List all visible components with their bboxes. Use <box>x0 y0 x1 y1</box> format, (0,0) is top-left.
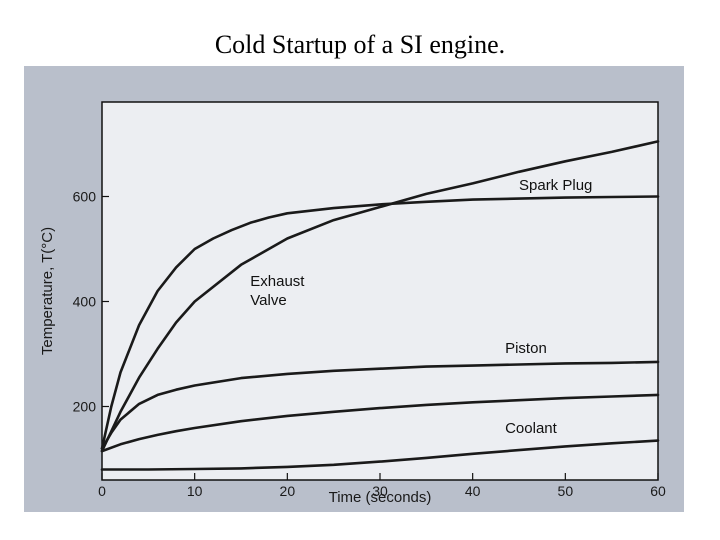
x-tick-label: 60 <box>650 483 666 499</box>
series-line-coolant <box>100 439 660 471</box>
series-line-piston <box>100 360 660 450</box>
series-label-spark-plug: Spark Plug <box>519 177 592 194</box>
x-tick-label: 0 <box>98 483 106 499</box>
slide-title: Cold Startup of a SI engine. <box>214 30 506 59</box>
y-tick-label: 600 <box>73 189 97 205</box>
y-tick-label: 400 <box>73 294 97 310</box>
series-line-unnamed <box>100 393 660 453</box>
series-label-coolant: Coolant <box>505 420 558 437</box>
y-axis-title: Temperature, T(°C) <box>39 227 56 355</box>
series-label-piston: Piston <box>505 340 547 357</box>
chart-figure: 0 10 20 30 40 50 60 200 400 600 Spark Plug Exhaust… <box>24 66 684 512</box>
x-tick-label: 40 <box>465 483 481 499</box>
series-label-exhaust-valve: Exhaust Valve <box>250 273 305 309</box>
series-line-exhaust-valve <box>100 140 660 453</box>
x-axis-title: Time (seconds) <box>329 489 432 506</box>
x-tick-label: 10 <box>187 483 203 499</box>
y-tick-label: 200 <box>73 399 97 415</box>
temperature-chart: 0 10 20 30 40 50 60 200 400 600 Spark Plug Exhaust… <box>39 101 666 506</box>
x-tick-label: 30 <box>372 483 388 499</box>
series-line-spark-plug <box>100 195 660 450</box>
x-tick-label: 50 <box>558 483 574 499</box>
x-tick-label: 20 <box>280 483 296 499</box>
plot-area <box>101 101 659 481</box>
